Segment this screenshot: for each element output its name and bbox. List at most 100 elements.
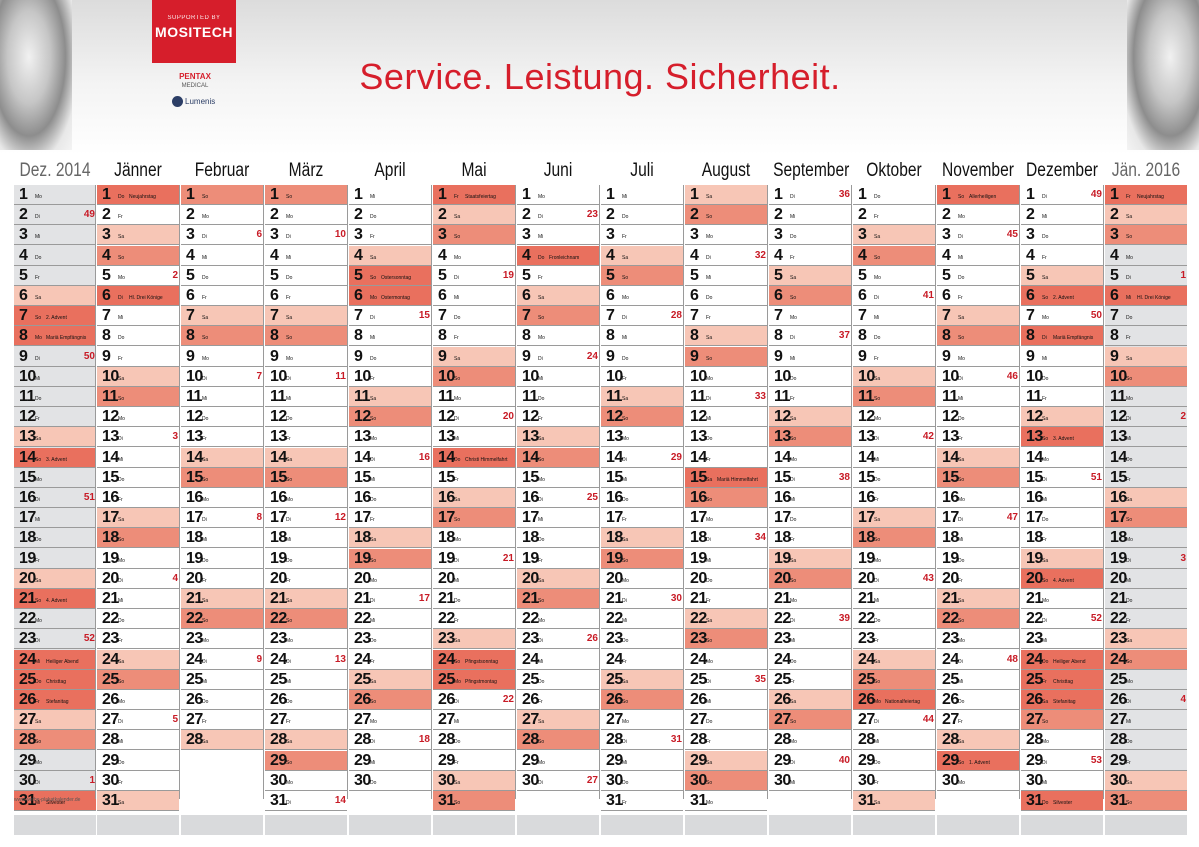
day-number: 29 bbox=[1110, 751, 1127, 769]
day-cell: 2 Mo bbox=[181, 205, 263, 226]
day-cell: 6 Fr bbox=[181, 286, 263, 306]
day-number: 3 bbox=[1026, 226, 1035, 244]
day-cell: 19 Do bbox=[937, 549, 1019, 569]
weekday-label: Sa bbox=[454, 638, 461, 645]
month-header: Mai bbox=[461, 160, 487, 181]
day-number: 17 bbox=[606, 509, 623, 527]
day-cell: 18 Mi bbox=[181, 528, 263, 549]
weekday-label: Fr bbox=[118, 355, 123, 362]
weekday-label: Fr bbox=[118, 497, 123, 503]
day-number: 6 bbox=[690, 287, 699, 304]
day-cell: 20 Fr bbox=[181, 569, 263, 589]
day-cell: 29 Do bbox=[97, 751, 179, 771]
day-cell: 24 Fr bbox=[349, 650, 431, 670]
day-cell: 17 Sa bbox=[853, 508, 935, 529]
day-cell: 21 Di 17 bbox=[349, 589, 431, 609]
day-cell: 31 Do Silvester bbox=[1021, 791, 1103, 811]
day-cell: 29 Fr bbox=[433, 751, 515, 771]
weekday-label: Fr bbox=[370, 658, 375, 665]
day-cell: 16 Sa bbox=[433, 488, 515, 508]
day-cell: 5 Fr bbox=[14, 266, 96, 286]
weekday-label: Fr bbox=[454, 335, 459, 342]
weekday-label: Fr bbox=[790, 678, 795, 685]
weekday-label: Mi bbox=[370, 476, 376, 483]
day-number: 23 bbox=[942, 630, 959, 648]
column-separator bbox=[935, 185, 936, 799]
weekday-label: Fr bbox=[1042, 678, 1047, 685]
day-cell: 9 Mo bbox=[181, 347, 263, 367]
day-cell: 14 Mi bbox=[853, 448, 935, 468]
day-number: 14 bbox=[102, 448, 119, 466]
weekday-label: Mo bbox=[454, 678, 461, 685]
day-cell: 6 Mi bbox=[433, 286, 515, 306]
day-number: 3 bbox=[774, 226, 783, 244]
day-number: 18 bbox=[270, 529, 287, 547]
month-header: März bbox=[288, 160, 324, 181]
day-cell: 5 Mo bbox=[853, 266, 935, 286]
day-cell: 5 So Ostersonntag bbox=[349, 265, 431, 286]
month-header: Juli bbox=[630, 160, 654, 181]
weekday-label: Di bbox=[622, 739, 627, 746]
day-number: 6 bbox=[186, 287, 195, 304]
weekday-label: Mi bbox=[1042, 355, 1048, 362]
day-cell: 13 Mo bbox=[349, 427, 431, 448]
weekday-label: Do bbox=[370, 497, 377, 503]
weekday-label: Di bbox=[286, 234, 291, 241]
week-number: 53 bbox=[1090, 754, 1102, 766]
day-number: 8 bbox=[270, 327, 279, 345]
week-number: 1 bbox=[1180, 269, 1186, 281]
day-number: 10 bbox=[606, 367, 623, 385]
day-cell: 19 Sa bbox=[769, 548, 851, 569]
day-number: 27 bbox=[522, 711, 539, 729]
day-cell: 5 Sa bbox=[769, 265, 851, 286]
week-number: 44 bbox=[922, 714, 934, 726]
day-cell: 25 Sa bbox=[349, 669, 431, 690]
day-cell: 18 Do bbox=[14, 528, 96, 549]
week-number: 46 bbox=[1006, 370, 1018, 382]
weekday-label: Sa bbox=[790, 274, 797, 281]
holiday-label: 3. Advent bbox=[46, 456, 67, 463]
day-number: 17 bbox=[438, 509, 455, 527]
day-cell: 13 Do bbox=[685, 427, 767, 448]
day-cell: 28 Mo bbox=[769, 730, 851, 751]
day-cell: 4 Mi bbox=[265, 246, 347, 266]
weekday-label: Mi bbox=[790, 638, 796, 645]
week-number: 40 bbox=[838, 754, 850, 766]
weekday-label: So bbox=[1042, 719, 1049, 726]
day-cell: 28 Sa bbox=[937, 730, 1019, 751]
day-number: 3 bbox=[690, 226, 699, 244]
day-number: 22 bbox=[1110, 610, 1127, 628]
weekday-label: So bbox=[370, 699, 377, 705]
weekday-label: Di bbox=[1042, 759, 1047, 766]
day-number: 24 bbox=[186, 650, 203, 668]
weekday-label: Di bbox=[118, 577, 123, 584]
day-number: 7 bbox=[522, 307, 531, 325]
day-number: 1 bbox=[19, 186, 28, 203]
day-number: 14 bbox=[858, 448, 875, 466]
day-number: 10 bbox=[19, 367, 36, 385]
day-cell: 7 Sa bbox=[937, 306, 1019, 327]
day-number: 24 bbox=[102, 650, 119, 668]
day-cell: 6 So 2. Advent bbox=[1021, 286, 1103, 306]
weekday-label: Do bbox=[706, 719, 713, 726]
weekday-label: Mi bbox=[622, 335, 628, 342]
weekday-label: Mi bbox=[790, 355, 796, 362]
notes-cell bbox=[769, 815, 851, 835]
day-cell: 14 Fr bbox=[685, 448, 767, 468]
day-cell: 2 Mo bbox=[937, 205, 1019, 226]
day-number: 4 bbox=[942, 246, 951, 264]
day-number: 23 bbox=[1026, 630, 1043, 648]
day-cell: 30 Do bbox=[601, 771, 683, 791]
day-cell: 31 Fr bbox=[601, 791, 683, 811]
day-cell: 29 Fr bbox=[1105, 751, 1187, 771]
weekday-label: Di bbox=[370, 739, 375, 746]
day-number: 23 bbox=[270, 630, 287, 648]
day-number: 23 bbox=[774, 630, 791, 648]
weekday-label: Fr bbox=[454, 476, 459, 483]
day-cell: 9 Mo bbox=[265, 347, 347, 367]
day-cell: 24 Do Heiliger Abend bbox=[1021, 649, 1103, 670]
weekday-label: Sa bbox=[35, 577, 42, 584]
day-cell: 16 Sa bbox=[1105, 488, 1187, 508]
day-cell: 22 Di 39 bbox=[769, 609, 851, 630]
weekday-label: Mi bbox=[1126, 577, 1132, 584]
